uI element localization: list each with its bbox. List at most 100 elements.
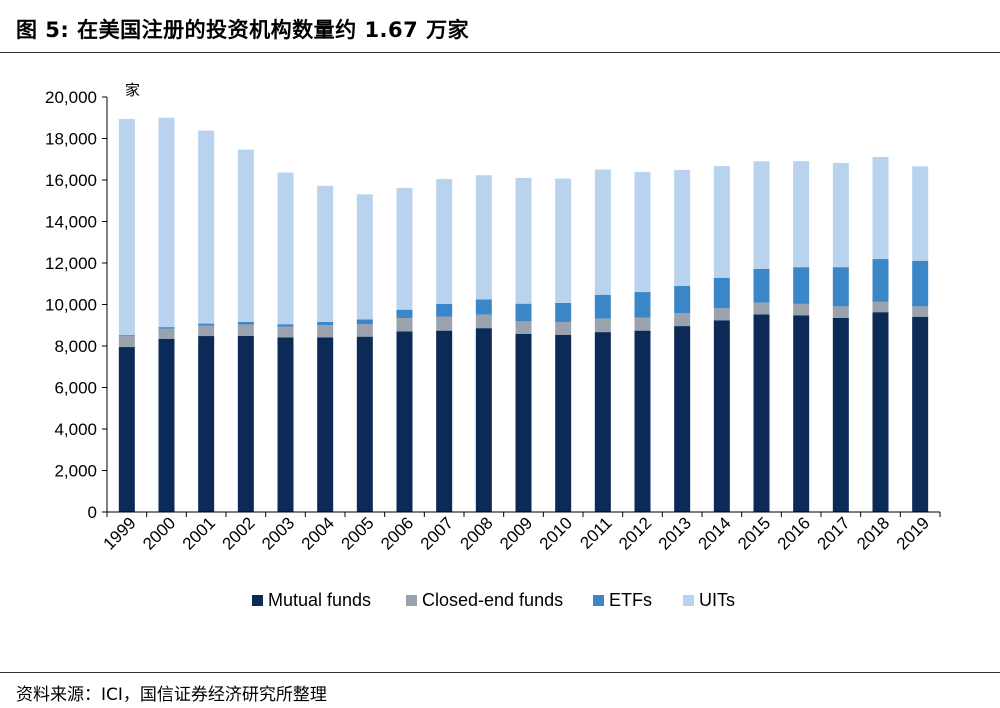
- bar-2005-series-0: [356, 336, 373, 512]
- bar-2012-series-3: [634, 171, 651, 293]
- x-tick-label: 2012: [615, 513, 655, 553]
- bar-2015-series-3: [753, 161, 770, 269]
- x-tick-label: 2015: [734, 513, 774, 553]
- bar-2003-series-1: [277, 326, 294, 338]
- bar-2002-series-3: [237, 149, 254, 322]
- bar-2004-series-2: [317, 321, 334, 326]
- bar-2018-series-3: [872, 156, 889, 260]
- x-tick-label: 2007: [417, 513, 457, 553]
- x-tick-label: 2019: [893, 513, 933, 553]
- bar-2018-series-2: [872, 259, 889, 302]
- bar-1999-series-0: [118, 347, 135, 512]
- bar-2017-series-2: [832, 267, 849, 307]
- y-tick-label: 6,000: [54, 379, 97, 398]
- bar-2018-series-0: [872, 312, 889, 512]
- x-tick-label: 2017: [813, 513, 853, 553]
- bar-2014-series-1: [713, 308, 730, 321]
- bar-2007-series-0: [436, 330, 453, 512]
- bar-2014-series-3: [713, 166, 730, 278]
- bar-2013-series-1: [674, 313, 691, 327]
- bar-2010-series-3: [555, 178, 572, 303]
- y-axis-unit: 家: [125, 81, 140, 99]
- y-tick-label: 4,000: [54, 420, 97, 439]
- bar-2011-series-0: [594, 332, 611, 512]
- bar-2000-series-2: [158, 327, 175, 329]
- bar-2016-series-3: [793, 161, 810, 268]
- bar-2006-series-3: [396, 187, 413, 310]
- bar-2004-series-0: [317, 337, 334, 512]
- title-bar: 图 5: 在美国注册的投资机构数量约 1.67 万家: [0, 0, 1000, 53]
- bar-2019-series-3: [912, 166, 929, 261]
- x-tick-label: 2014: [694, 513, 734, 553]
- bar-2017-series-3: [832, 162, 849, 268]
- bar-2016-series-1: [793, 303, 810, 316]
- bar-2003-series-3: [277, 172, 294, 325]
- legend: Mutual funds Closed-end funds ETFs UITs: [252, 590, 735, 610]
- bar-2002-series-2: [237, 321, 254, 325]
- bar-2019-series-0: [912, 316, 929, 512]
- legend-label: Closed-end funds: [422, 590, 563, 610]
- x-tick-label: 2008: [456, 513, 496, 553]
- bar-2011-series-1: [594, 318, 611, 333]
- y-tick-label: 8,000: [54, 337, 97, 356]
- legend-label: ETFs: [609, 590, 652, 610]
- bar-2016-series-2: [793, 267, 810, 304]
- bar-2006-series-2: [396, 309, 413, 318]
- y-tick-label: 12,000: [45, 254, 97, 273]
- bar-2009-series-0: [515, 333, 532, 512]
- bar-2008-series-3: [475, 175, 492, 300]
- bars-group: [118, 117, 929, 512]
- bar-2001-series-2: [198, 323, 215, 326]
- bar-2002-series-1: [237, 324, 254, 336]
- legend-swatch: [406, 595, 417, 606]
- x-tick-label: 2018: [853, 513, 893, 553]
- bar-2013-series-3: [674, 169, 691, 287]
- x-tick-label: 2011: [576, 513, 615, 552]
- bar-2003-series-0: [277, 337, 294, 512]
- bar-2000-series-1: [158, 328, 175, 339]
- bar-2007-series-2: [436, 303, 453, 317]
- bar-2006-series-0: [396, 331, 413, 512]
- bar-2014-series-0: [713, 320, 730, 512]
- bar-2005-series-2: [356, 319, 373, 324]
- bar-2007-series-3: [436, 178, 453, 304]
- bar-2015-series-0: [753, 314, 770, 512]
- y-tick-label: 10,000: [45, 296, 97, 315]
- bar-2009-series-1: [515, 321, 532, 334]
- bar-2008-series-1: [475, 314, 492, 329]
- y-tick-label: 2,000: [54, 462, 97, 481]
- bar-2001-series-0: [198, 336, 215, 512]
- bar-2007-series-1: [436, 316, 453, 331]
- bar-2008-series-0: [475, 328, 492, 512]
- bar-2017-series-0: [832, 317, 849, 512]
- bar-2010-series-2: [555, 302, 572, 322]
- bar-1999-series-2: [118, 335, 135, 336]
- bar-2013-series-0: [674, 326, 691, 512]
- x-tick-label: 2002: [218, 513, 258, 553]
- y-tick-label: 16,000: [45, 171, 97, 190]
- bar-2004-series-3: [317, 185, 334, 322]
- y-tick-label: 14,000: [45, 213, 97, 232]
- y-tick-label: 0: [88, 503, 97, 522]
- bar-2011-series-2: [594, 294, 611, 319]
- bar-2000-series-0: [158, 338, 175, 512]
- bar-2010-series-1: [555, 321, 572, 335]
- bar-2016-series-0: [793, 315, 810, 512]
- bar-2000-series-3: [158, 117, 175, 328]
- bar-2009-series-3: [515, 177, 532, 304]
- stacked-bar-chart: 家 0 2,000 4,000 6,000 8,000 10,000 12,000 14,00…: [45, 81, 941, 610]
- x-tick-label: 2001: [179, 513, 219, 553]
- bar-2012-series-1: [634, 317, 651, 331]
- bar-2018-series-1: [872, 301, 889, 313]
- x-tick-label: 2010: [536, 513, 576, 553]
- bar-2013-series-2: [674, 286, 691, 314]
- bar-1999-series-1: [118, 335, 135, 348]
- legend-label: UITs: [699, 590, 735, 610]
- bar-2011-series-3: [594, 169, 611, 295]
- x-tick-label: 2003: [258, 513, 298, 553]
- x-tick-label: 2013: [655, 513, 695, 553]
- y-tick-label: 18,000: [45, 130, 97, 149]
- x-tick-label: 2005: [337, 513, 377, 553]
- bar-2004-series-1: [317, 325, 334, 338]
- x-tick-label: 2006: [377, 513, 417, 553]
